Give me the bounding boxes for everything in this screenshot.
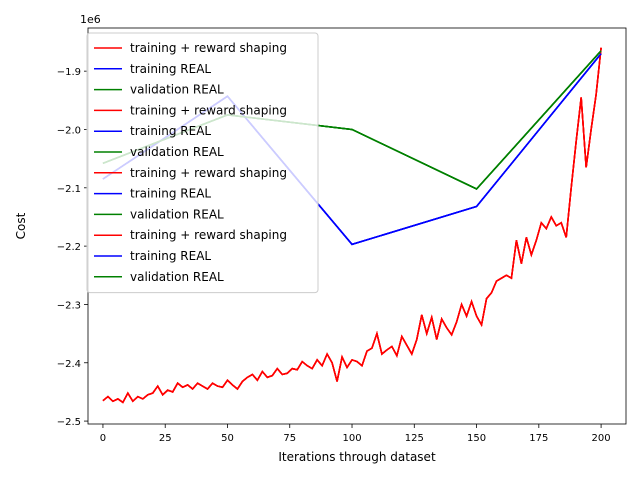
legend-label: training REAL [130, 249, 211, 263]
series-line [102, 47, 602, 404]
x-axis-label: Iterations through dataset [278, 450, 436, 464]
legend-label: training + reward shaping [130, 41, 287, 55]
x-tick-label: 50 [221, 433, 234, 444]
x-tick-label: 0 [100, 433, 106, 444]
y-tick-label: −2.5 [57, 417, 81, 428]
legend-label: validation REAL [130, 207, 224, 221]
legend-label: training + reward shaping [130, 228, 287, 242]
y-tick-label: −2.1 [57, 184, 81, 195]
x-tick-label: 125 [405, 433, 424, 444]
y-tick-label: −2.2 [57, 242, 81, 253]
legend-label: validation REAL [130, 270, 224, 284]
legend-label: training + reward shaping [130, 166, 287, 180]
y-offset-label: 1e6 [80, 13, 101, 26]
y-tick-label: −2.4 [57, 359, 81, 370]
y-tick-label: −2.3 [57, 300, 81, 311]
legend-label: validation REAL [130, 145, 224, 159]
legend-label: training REAL [130, 187, 211, 201]
x-tick-label: 100 [342, 433, 361, 444]
legend-label: training REAL [130, 62, 211, 76]
x-tick-label: 150 [467, 433, 486, 444]
y-axis-label: Cost [14, 212, 28, 239]
legend-label: validation REAL [130, 83, 224, 97]
x-tick-label: 25 [159, 433, 172, 444]
x-tick-label: 175 [529, 433, 548, 444]
x-tick-label: 75 [283, 433, 296, 444]
legend-label: training REAL [130, 124, 211, 138]
x-tick-label: 200 [592, 433, 611, 444]
y-tick-label: −1.9 [57, 67, 81, 78]
legend-label: training + reward shaping [130, 103, 287, 117]
legend-box [86, 32, 319, 294]
y-tick-label: −2.0 [57, 125, 81, 136]
